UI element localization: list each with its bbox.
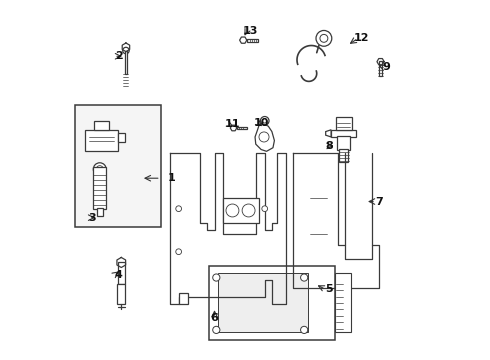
- Bar: [179, 293, 188, 304]
- Circle shape: [176, 206, 181, 212]
- Polygon shape: [255, 125, 274, 151]
- Bar: [223, 198, 259, 223]
- Bar: [97, 208, 102, 216]
- Bar: [118, 262, 124, 284]
- Bar: [85, 130, 118, 151]
- Circle shape: [226, 204, 239, 217]
- Text: 9: 9: [383, 62, 391, 72]
- Text: 6: 6: [211, 313, 219, 323]
- Circle shape: [300, 274, 308, 281]
- Bar: [379, 61, 382, 76]
- Bar: [209, 266, 335, 339]
- Bar: [331, 130, 356, 137]
- Bar: [125, 50, 127, 74]
- Polygon shape: [377, 59, 384, 65]
- Polygon shape: [117, 257, 125, 267]
- Bar: [339, 149, 348, 162]
- Bar: [117, 284, 125, 304]
- Polygon shape: [230, 125, 237, 131]
- Circle shape: [242, 204, 255, 217]
- Bar: [218, 273, 308, 332]
- Text: 12: 12: [354, 33, 369, 43]
- Polygon shape: [326, 130, 331, 137]
- Text: 1: 1: [168, 173, 175, 183]
- Bar: [335, 273, 351, 332]
- Circle shape: [316, 31, 332, 46]
- Text: 2: 2: [115, 51, 122, 61]
- Circle shape: [320, 35, 328, 42]
- Circle shape: [260, 117, 269, 125]
- Text: 7: 7: [376, 197, 383, 207]
- Text: 5: 5: [325, 284, 333, 294]
- Circle shape: [122, 47, 129, 54]
- Bar: [74, 105, 161, 226]
- Text: 11: 11: [225, 120, 240, 129]
- Circle shape: [176, 249, 181, 255]
- Bar: [118, 134, 125, 142]
- Circle shape: [213, 274, 220, 281]
- Bar: [95, 121, 109, 130]
- Text: 3: 3: [89, 213, 97, 222]
- Polygon shape: [122, 43, 130, 51]
- Text: 4: 4: [115, 270, 122, 280]
- Text: 10: 10: [253, 118, 269, 128]
- Polygon shape: [170, 153, 286, 304]
- Circle shape: [259, 132, 269, 142]
- Bar: [336, 117, 351, 130]
- Circle shape: [213, 326, 220, 333]
- Circle shape: [263, 119, 267, 123]
- Text: 8: 8: [325, 141, 333, 151]
- Polygon shape: [294, 153, 379, 288]
- Text: 13: 13: [243, 26, 258, 36]
- Polygon shape: [240, 37, 247, 43]
- Circle shape: [96, 166, 103, 173]
- Circle shape: [262, 206, 268, 212]
- Bar: [337, 136, 350, 149]
- Bar: [93, 167, 106, 209]
- Bar: [237, 127, 247, 129]
- Bar: [247, 39, 258, 41]
- Circle shape: [93, 163, 106, 176]
- Circle shape: [300, 326, 308, 333]
